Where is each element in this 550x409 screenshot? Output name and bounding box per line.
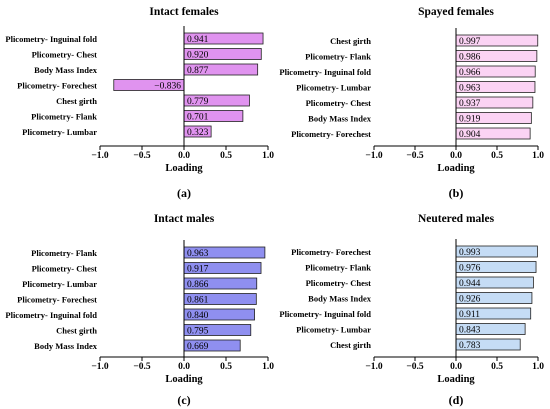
data-label: 0.941 [187, 35, 209, 45]
category-label: Chest girth [56, 326, 97, 336]
data-label: 0.986 [459, 53, 481, 63]
chart-title: Neutered males [418, 213, 495, 225]
chart-panel-0: Intact females 0.941 Plicometry- Inguinal … [5, 6, 274, 200]
chart-panel-1: Spayed females 0.997 Chest girth 0.986 Plico… [279, 6, 544, 200]
data-label: 0.937 [459, 99, 481, 109]
panel-caption: (d) [449, 393, 464, 407]
x-axis-label: Loading [165, 163, 203, 174]
category-label: Plicometry- Inguinal fold [279, 309, 371, 319]
category-label: Plicometry- Flank [31, 248, 97, 258]
category-label: Body Mass Index [34, 65, 98, 75]
x-tick-label: 1.0 [532, 151, 544, 161]
category-label: Chest girth [330, 340, 371, 350]
x-tick-label: 0.0 [450, 362, 462, 372]
data-label: 0.783 [459, 341, 481, 351]
panel-caption: (a) [177, 186, 191, 200]
data-label: 0.669 [187, 342, 209, 352]
data-label: 0.917 [187, 265, 209, 275]
x-tick-label: 0.5 [220, 362, 232, 372]
category-label: Plicometry- Chest [32, 50, 98, 60]
data-label: 0.919 [459, 115, 481, 125]
category-label: Plicometry- Chest [32, 264, 98, 274]
x-tick-label: 1.0 [262, 362, 274, 372]
data-label: −0.836 [154, 82, 181, 92]
category-label: Plicometry- Forechest [17, 295, 97, 305]
x-tick-label: −0.5 [406, 362, 424, 372]
category-label: Plicometry- Inguinal fold [5, 310, 97, 320]
panel-caption: (b) [449, 186, 464, 200]
x-tick-label: −1.0 [365, 362, 383, 372]
x-tick-label: −0.5 [133, 362, 151, 372]
data-label: 0.795 [187, 327, 209, 337]
panel-caption: (c) [177, 393, 190, 407]
data-label: 0.861 [187, 296, 209, 306]
x-tick-label: −0.5 [406, 151, 424, 161]
data-label: 0.911 [459, 310, 480, 320]
chart-title: Spayed females [418, 6, 494, 18]
data-label: 0.701 [187, 113, 209, 123]
category-label: Plicometry- Lumbar [296, 83, 371, 93]
data-label: 0.926 [459, 295, 481, 305]
category-label: Plicometry- Inguinal fold [279, 67, 371, 77]
x-axis-label: Loading [165, 374, 203, 385]
category-label: Chest girth [330, 36, 371, 46]
data-label: 0.866 [187, 280, 209, 290]
category-label: Chest girth [56, 96, 97, 106]
x-tick-label: 0.5 [491, 151, 503, 161]
category-label: Body Mass Index [34, 341, 98, 351]
data-label: 0.779 [187, 97, 209, 107]
data-label: 0.904 [459, 130, 481, 140]
category-label: Plicometry- Forechest [291, 247, 371, 257]
category-label: Plicometry- Lumbar [22, 127, 97, 137]
data-label: 0.944 [459, 279, 481, 289]
category-label: Plicometry- Forechest [291, 129, 371, 139]
category-label: Plicometry- Flank [305, 263, 371, 273]
data-label: 0.963 [187, 249, 209, 259]
data-label: 0.976 [459, 264, 481, 274]
x-tick-label: 0.5 [491, 362, 503, 372]
category-label: Plicometry- Lumbar [22, 279, 97, 289]
category-label: Plicometry- Forechest [17, 81, 97, 91]
category-label: Plicometry- Chest [306, 98, 372, 108]
category-label: Body Mass Index [308, 114, 372, 124]
data-label: 0.993 [459, 248, 481, 258]
data-label: 0.323 [187, 128, 209, 138]
category-label: Plicometry- Inguinal fold [5, 34, 97, 44]
x-tick-label: −1.0 [365, 151, 383, 161]
x-tick-label: −1.0 [91, 362, 109, 372]
data-label: 0.840 [187, 311, 209, 321]
data-label: 0.963 [459, 84, 481, 94]
category-label: Body Mass Index [308, 294, 372, 304]
category-label: Plicometry- Chest [306, 278, 372, 288]
data-label: 0.966 [459, 68, 481, 78]
chart-title: Intact males [154, 213, 215, 225]
category-label: Plicometry- Flank [305, 52, 371, 62]
data-label: 0.997 [459, 37, 481, 47]
x-axis-label: Loading [437, 163, 475, 174]
x-tick-label: 0.0 [178, 362, 190, 372]
x-axis-label: Loading [437, 374, 475, 385]
x-tick-label: 0.5 [220, 151, 232, 161]
data-label: 0.877 [187, 66, 209, 76]
category-label: Plicometry- Lumbar [296, 325, 371, 335]
x-tick-label: 1.0 [532, 362, 544, 372]
x-tick-label: −0.5 [133, 151, 151, 161]
x-tick-label: 0.0 [178, 151, 190, 161]
data-label: 0.843 [459, 326, 481, 336]
chart-panel-2: Intact males 0.963 Plicometry- Flank 0.917 P… [5, 213, 274, 407]
chart-panel-3: Neutered males 0.993 Plicometry- Forechest… [279, 213, 544, 407]
chart-title: Intact females [149, 6, 219, 18]
x-tick-label: 0.0 [450, 151, 462, 161]
x-tick-label: 1.0 [262, 151, 274, 161]
data-label: 0.920 [187, 51, 209, 61]
x-tick-label: −1.0 [91, 151, 109, 161]
category-label: Plicometry- Flank [31, 112, 97, 122]
